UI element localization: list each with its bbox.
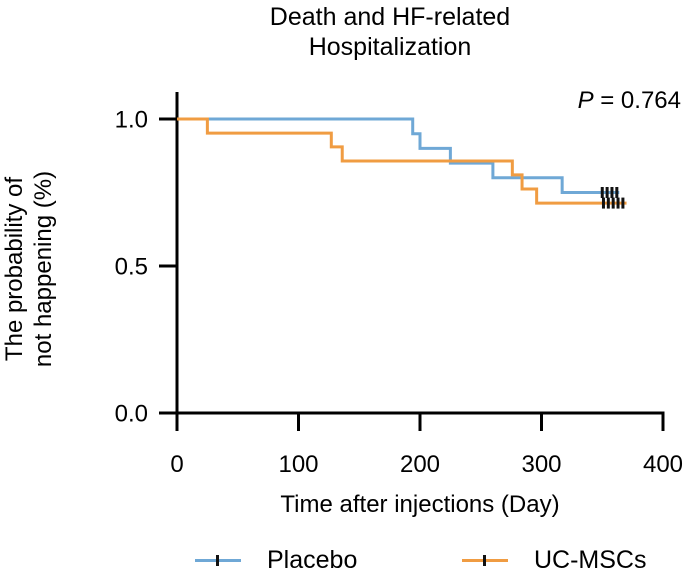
x-tick-label: 300 [521,451,561,478]
chart-title: Death and HF-related Hospitalization [269,3,511,61]
legend-label-ucmscs: UC-MSCs [534,545,647,574]
censor-tick-icon [216,554,219,566]
y-tick-label: 0.0 [115,401,148,428]
x-tick-label: 200 [400,451,440,478]
x-tick-label: 400 [643,451,683,478]
series-line-uc-mscs [177,117,627,205]
x-tick-label: 100 [278,451,318,478]
x-tick-label: 0 [170,451,183,478]
legend-swatch-ucmscs [462,554,508,566]
series-line-placebo [177,117,620,194]
y-tick-label: 1.0 [115,107,148,134]
legend-item-ucmscs: UC-MSCs [462,545,647,575]
y-tick-label: 0.5 [115,254,148,281]
legend-swatch-placebo [195,554,241,566]
censor-tick-icon [483,554,486,566]
p-value-symbol: P [577,87,594,114]
legend-item-placebo: Placebo [195,545,357,575]
p-value-text: = 0.764 [593,87,681,114]
x-axis-label: Time after injections (Day) [280,491,560,518]
p-value-annotation: P = 0.764 [578,87,681,115]
legend-label-placebo: Placebo [267,545,358,574]
